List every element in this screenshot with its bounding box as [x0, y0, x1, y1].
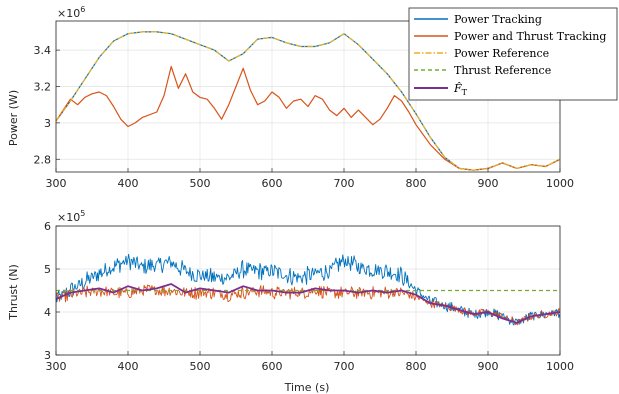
series-power-reference-line [55, 31, 561, 171]
thrust-multiplier: ×105 [57, 209, 85, 224]
x-tick-label: 800 [406, 360, 427, 373]
power-y-axis-label: Power (W) [7, 90, 20, 146]
legend-box [408, 7, 618, 101]
x-tick-label: 700 [334, 177, 355, 190]
y-tick-label: 6 [44, 220, 51, 233]
legend-label-power-and-thrust-tracking: Power and Thrust Tracking [454, 30, 606, 43]
legend-label-f-hat: F̂T [453, 82, 468, 97]
y-tick-label: 3.4 [34, 44, 52, 57]
x-tick-label: 300 [46, 360, 67, 373]
power-series [55, 31, 561, 171]
legend-label-thrust-reference: Thrust Reference [454, 64, 551, 77]
x-tick-label: 1000 [546, 360, 574, 373]
x-tick-label: 500 [190, 360, 211, 373]
legend-entry-power-tracking: Power Tracking [414, 13, 542, 26]
x-tick-label: 700 [334, 360, 355, 373]
x-tick-label: 900 [478, 360, 499, 373]
power-multiplier: ×106 [57, 5, 85, 20]
legend-label-power-reference: Power Reference [454, 47, 549, 60]
x-tick-label: 600 [262, 360, 283, 373]
thrust-y-axis-label: Thrust (N) [7, 264, 20, 321]
legend-entry-f-hat: F̂T [414, 82, 468, 97]
x-tick-label: 900 [478, 177, 499, 190]
legend-entry-power-reference: Power Reference [414, 47, 549, 60]
series-f-hat-t-line [55, 283, 561, 324]
legend-label-power-tracking: Power Tracking [454, 13, 542, 26]
y-tick-label: 3.2 [34, 80, 52, 93]
y-tick-label: 3 [44, 117, 51, 130]
thrust-axes-box [55, 225, 561, 356]
series-power-and-thrust-tracking-line [55, 284, 561, 326]
x-tick-label: 800 [406, 177, 427, 190]
x-tick-label: 500 [190, 177, 211, 190]
x-tick-label: 600 [262, 177, 283, 190]
legend-entry-power-and-thrust-tracking: Power and Thrust Tracking [414, 30, 606, 43]
y-tick-label: 5 [44, 263, 51, 276]
x-tick-label: 400 [118, 177, 139, 190]
x-tick-label: 1000 [546, 177, 574, 190]
x-tick-label: 400 [118, 360, 139, 373]
legend-entries: Power Tracking Power and Thrust Tracking P… [414, 13, 606, 77]
series-power-and-thrust-tracking-line [55, 65, 561, 171]
thrust-ticks: 300 400 500 600 700 800 900 1000 3 4 5 6 [44, 220, 574, 373]
time-x-axis-label: Time (s) [284, 381, 330, 394]
x-tick-label: 300 [46, 177, 67, 190]
thrust-series [55, 253, 561, 326]
y-tick-label: 4 [44, 306, 51, 319]
y-tick-label: 3 [44, 349, 51, 362]
y-tick-label: 2.8 [34, 153, 52, 166]
thrust-axes: 300 400 500 600 700 800 900 1000 3 4 5 6 ×105 Thrus… [7, 209, 574, 394]
legend: Power Tracking Power and Thrust Tracking P… [408, 7, 618, 101]
series-power-tracking-line [55, 253, 561, 326]
legend-entry-thrust-reference: Thrust Reference [414, 64, 551, 77]
power-ticks: 300 400 500 600 700 800 900 1000 2.8 3 3.2 3.4 [34, 44, 575, 190]
